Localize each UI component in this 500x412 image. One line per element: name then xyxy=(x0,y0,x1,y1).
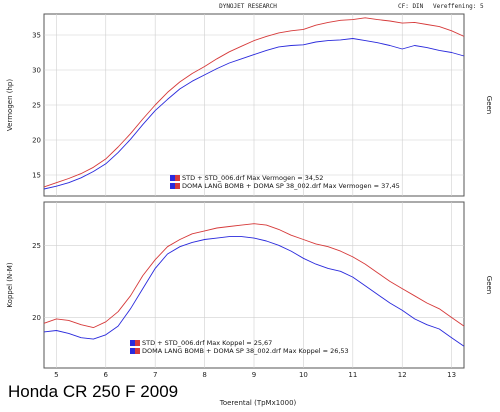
x-tick-label: 5 xyxy=(54,371,58,379)
torque-gridlines xyxy=(44,202,464,368)
torque-lines xyxy=(43,223,465,347)
correction-label: CF: DIN xyxy=(398,3,424,10)
power-legend-std: STD + STD_006.drf Max Vermogen = 34,52 xyxy=(182,174,323,182)
power-legend: STD + STD_006.drf Max Vermogen = 34,52 D… xyxy=(170,174,400,190)
power-legend-doma-swatch-b xyxy=(175,183,180,189)
x-tick-label: 13 xyxy=(447,371,456,379)
power-y-tick-label: 25 xyxy=(32,102,41,110)
torque-series-std-line xyxy=(43,236,465,347)
power-legend-std-swatch-b xyxy=(175,175,180,181)
power-series-std-line xyxy=(43,38,465,190)
power-y-tick-label: 35 xyxy=(32,32,41,40)
power-y-tick-label: 20 xyxy=(32,137,41,145)
power-legend-std-swatch xyxy=(170,175,175,181)
x-tick-label: 9 xyxy=(252,371,256,379)
torque-right-label: Geen xyxy=(485,276,493,294)
caption: Honda CR 250 F 2009 xyxy=(8,382,179,401)
torque-y-tick-label: 25 xyxy=(32,242,41,250)
power-panel: 15 20 25 30 35 Vermogen (hp) Geen STD + STD_… xyxy=(6,13,493,197)
power-y-axis-label: Vermogen (hp) xyxy=(6,79,14,131)
torque-legend-std-swatch-b xyxy=(135,340,140,346)
x-axis-label: Toerental (TpMx1000) xyxy=(219,399,297,407)
torque-legend: STD + STD_006.drf Max Koppel = 25,67 DOM… xyxy=(130,339,349,355)
x-tick-label: 11 xyxy=(348,371,357,379)
torque-y-tick-label: 20 xyxy=(32,314,41,322)
power-legend-doma-swatch xyxy=(170,183,175,189)
torque-legend-std-swatch xyxy=(130,340,135,346)
x-tick-label: 7 xyxy=(153,371,157,379)
power-y-tick-label: 30 xyxy=(32,67,41,75)
torque-legend-doma: DOMA LANG BOMB + DOMA SP 38_002.drf Max … xyxy=(142,347,349,355)
torque-y-axis-label: Koppel (N-M) xyxy=(6,262,14,307)
torque-series-doma-line xyxy=(43,223,465,329)
power-right-label: Geen xyxy=(485,96,493,114)
power-lines xyxy=(43,17,465,190)
torque-legend-doma-swatch xyxy=(130,348,135,354)
chart-header-title: DYNOJET RESEARCH xyxy=(219,3,277,10)
power-y-tick-label: 15 xyxy=(32,172,41,180)
smoothing-label: Vereffening: 5 xyxy=(433,3,484,10)
x-tick-label: 12 xyxy=(398,371,407,379)
power-legend-doma: DOMA LANG BOMB + DOMA SP 38_002.drf Max … xyxy=(182,182,400,190)
torque-legend-std: STD + STD_006.drf Max Koppel = 25,67 xyxy=(142,339,272,347)
power-series-doma-line xyxy=(43,17,465,188)
power-y-ticks: 15 20 25 30 35 xyxy=(32,32,41,180)
torque-legend-doma-swatch-b xyxy=(135,348,140,354)
x-tick-label: 6 xyxy=(104,371,109,379)
x-tick-label: 10 xyxy=(299,371,308,379)
torque-x-ticks: 5 6 7 8 9 10 11 12 13 xyxy=(54,371,456,379)
power-gridlines xyxy=(44,14,464,196)
x-tick-label: 8 xyxy=(202,371,206,379)
